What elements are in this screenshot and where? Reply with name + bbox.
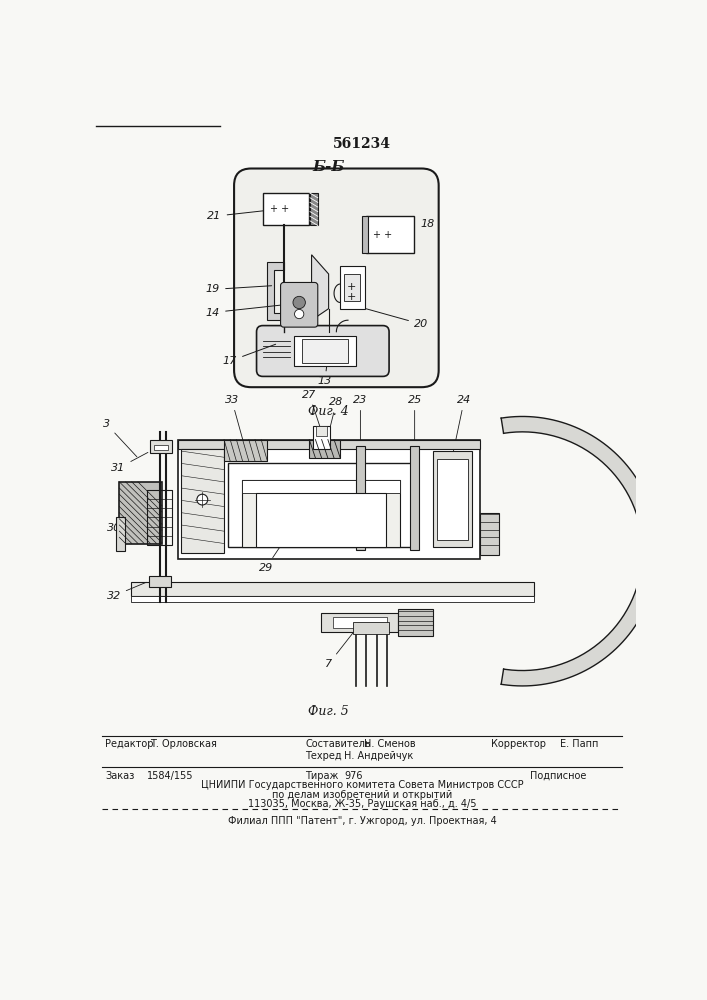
Text: 23: 23 xyxy=(354,395,368,452)
Text: + +: + + xyxy=(373,230,392,240)
Circle shape xyxy=(197,494,208,505)
Bar xyxy=(437,459,468,540)
Text: 25: 25 xyxy=(407,395,422,452)
Text: 22: 22 xyxy=(0,999,1,1000)
FancyBboxPatch shape xyxy=(281,282,317,327)
Bar xyxy=(131,582,534,596)
Polygon shape xyxy=(312,255,329,320)
Text: Е. Папп: Е. Папп xyxy=(559,739,598,749)
Bar xyxy=(115,517,125,551)
Bar xyxy=(480,513,499,555)
Bar xyxy=(313,426,330,449)
Text: Подписное: Подписное xyxy=(530,771,587,781)
Text: Фиг. 4: Фиг. 4 xyxy=(308,405,349,418)
Bar xyxy=(316,426,327,436)
Bar xyxy=(340,266,365,309)
Bar xyxy=(177,440,480,449)
Text: Корректор: Корректор xyxy=(491,739,547,749)
Text: 14: 14 xyxy=(206,305,281,318)
Bar xyxy=(293,336,356,366)
Bar xyxy=(344,274,360,301)
Text: 32: 32 xyxy=(107,582,146,601)
Text: 113035, Москва, Ж-35, Раушская наб., д. 4/5: 113035, Москва, Ж-35, Раушская наб., д. … xyxy=(247,799,477,809)
Text: 33: 33 xyxy=(225,395,245,448)
Bar xyxy=(321,613,398,632)
Text: Фиг. 5: Фиг. 5 xyxy=(308,705,349,718)
Text: 7: 7 xyxy=(325,627,358,669)
Bar xyxy=(228,463,414,547)
Text: 561234: 561234 xyxy=(333,137,391,151)
Bar xyxy=(131,596,534,602)
Bar xyxy=(119,482,162,544)
Text: по делам изобретений и открытий: по делам изобретений и открытий xyxy=(271,790,452,800)
Text: Н. Сменов: Н. Сменов xyxy=(363,739,415,749)
Bar xyxy=(433,451,472,547)
Text: +: + xyxy=(347,292,356,302)
Text: 31: 31 xyxy=(111,452,148,473)
Bar xyxy=(310,193,317,225)
Bar xyxy=(354,622,389,634)
Bar xyxy=(309,440,340,458)
Text: Филиал ППП "Патент", г. Ужгород, ул. Проектная, 4: Филиал ППП "Патент", г. Ужгород, ул. Про… xyxy=(228,816,496,826)
Bar xyxy=(151,440,172,453)
Text: + +: + + xyxy=(270,204,289,214)
Bar xyxy=(149,576,170,587)
Text: Тираж: Тираж xyxy=(305,771,339,781)
FancyBboxPatch shape xyxy=(257,326,389,376)
Text: 28: 28 xyxy=(325,397,344,446)
Text: Заказ: Заказ xyxy=(105,771,135,781)
Text: +: + xyxy=(347,282,356,292)
Text: 17: 17 xyxy=(223,344,276,366)
Text: 24: 24 xyxy=(453,395,472,452)
Bar xyxy=(182,449,224,553)
Bar xyxy=(366,216,414,253)
Circle shape xyxy=(293,296,305,309)
Bar xyxy=(398,609,433,636)
Bar xyxy=(356,446,365,550)
Bar xyxy=(301,339,348,363)
Polygon shape xyxy=(267,262,284,320)
Text: 26: 26 xyxy=(182,511,201,550)
Bar xyxy=(242,480,400,547)
Bar xyxy=(332,617,387,628)
Text: Н. Андрейчук: Н. Андрейчук xyxy=(344,751,414,761)
Polygon shape xyxy=(501,416,658,686)
Text: 29: 29 xyxy=(259,534,288,573)
Bar xyxy=(177,440,480,559)
Bar xyxy=(362,216,368,253)
Bar xyxy=(242,480,400,493)
Circle shape xyxy=(295,309,304,319)
Text: Б-Б: Б-Б xyxy=(312,160,345,174)
Text: ЦНИИПИ Государственного комитета Совета Министров СССР: ЦНИИПИ Государственного комитета Совета … xyxy=(201,780,523,790)
Text: 27: 27 xyxy=(302,390,321,429)
Text: 13: 13 xyxy=(317,354,332,386)
Bar xyxy=(154,445,168,450)
Text: Редактор: Редактор xyxy=(105,739,154,749)
Text: 20: 20 xyxy=(354,306,428,329)
Bar xyxy=(256,493,386,547)
FancyBboxPatch shape xyxy=(234,169,438,387)
Text: 1584/155: 1584/155 xyxy=(146,771,193,781)
Text: Составитель: Составитель xyxy=(305,739,371,749)
Text: 976: 976 xyxy=(344,771,363,781)
Text: 3: 3 xyxy=(103,419,137,457)
Text: Т. Орловская: Т. Орловская xyxy=(151,739,217,749)
Bar xyxy=(224,440,267,461)
Bar xyxy=(410,446,419,550)
Text: 19: 19 xyxy=(206,284,271,294)
Bar xyxy=(146,490,172,545)
Text: 18: 18 xyxy=(368,219,434,234)
Text: 21: 21 xyxy=(207,209,281,221)
Text: Техред: Техред xyxy=(305,751,342,761)
Text: 30: 30 xyxy=(107,518,144,533)
Bar xyxy=(263,193,309,225)
